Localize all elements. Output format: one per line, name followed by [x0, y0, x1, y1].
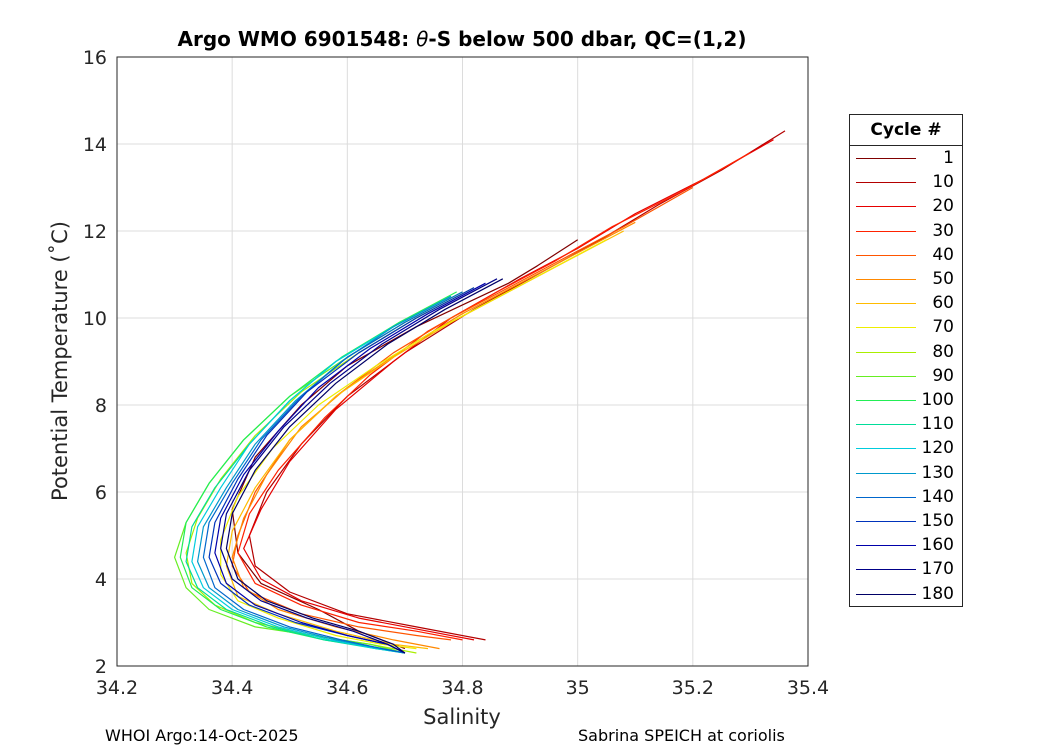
series-line-cycle-50 [231, 221, 636, 650]
legend-entry: 150 [850, 510, 962, 534]
legend-label: 60 [932, 293, 954, 314]
legend-swatch [856, 327, 916, 329]
chart-title: Argo WMO 6901548: θ-S below 500 dbar, QC… [178, 27, 747, 51]
legend-entry: 40 [850, 244, 962, 268]
legend-entry: 20 [850, 195, 962, 219]
legend-label: 120 [921, 438, 954, 459]
series-line-cycle-130 [197, 295, 452, 654]
legend-label: 50 [932, 269, 954, 289]
legend-label: 130 [921, 462, 954, 483]
legend-swatch [856, 158, 916, 159]
y-tick-label: 14 [83, 134, 107, 156]
legend-label: 40 [932, 244, 954, 265]
y-tick-label: 16 [83, 47, 107, 69]
legend-label: 1 [943, 148, 954, 168]
x-tick-label: 35 [566, 677, 590, 699]
series-line-cycle-170 [220, 278, 498, 654]
legend-entry: 70 [850, 316, 962, 340]
legend-entry: 30 [850, 220, 962, 244]
footer-credit: Sabrina SPEICH at coriolis [578, 726, 785, 745]
legend-swatch [856, 593, 916, 595]
series-line-cycle-120 [191, 295, 452, 654]
y-tick-label: 10 [83, 308, 107, 330]
y-tick-labels: 2 4 6 8 10 12 14 16 [83, 47, 107, 678]
series-line-cycle-110 [185, 295, 452, 654]
legend-swatch [856, 351, 916, 353]
legend-label: 20 [932, 196, 954, 217]
series-group [174, 130, 786, 654]
legend-entry: 50 [850, 268, 962, 292]
legend-entry: 130 [850, 462, 962, 486]
legend-swatch [856, 496, 916, 498]
x-tick-label: 34.8 [441, 677, 483, 699]
legend-label: 70 [932, 317, 954, 338]
x-tick-label: 35.2 [672, 677, 714, 699]
legend-swatch [856, 448, 916, 450]
series-line-cycle-70 [220, 239, 607, 650]
legend-entry: 120 [850, 437, 962, 461]
y-tick-label: 6 [95, 482, 107, 504]
legend-entry: 110 [850, 413, 962, 437]
legend-label: 30 [932, 220, 954, 241]
legend-entry: 60 [850, 292, 962, 316]
legend-label: 160 [921, 535, 954, 556]
legend-swatch [856, 569, 916, 571]
series-line-cycle-20 [243, 139, 774, 641]
series-line-cycle-160 [214, 282, 486, 654]
legend-swatch [856, 545, 916, 547]
x-tick-labels: 34.2 34.4 34.6 34.8 35 35.2 35.4 [96, 677, 829, 699]
legend-swatch [856, 375, 916, 377]
legend-entry: 1 [850, 147, 962, 171]
legend-label: 180 [921, 583, 954, 604]
legend-swatch [856, 400, 916, 401]
y-tick-label: 8 [95, 395, 107, 417]
legend-title: Cycle # [850, 115, 962, 146]
x-tick-label: 34.6 [326, 677, 368, 699]
legend-entry: 170 [850, 558, 962, 582]
legend-entry: 10 [850, 171, 962, 195]
y-tick-label: 2 [95, 656, 107, 678]
legend-entry: 160 [850, 534, 962, 558]
legend-entry: 90 [850, 365, 962, 389]
legend-entry: 100 [850, 389, 962, 413]
y-tick-label: 4 [95, 569, 107, 591]
x-axis-label: Salinity [423, 705, 501, 729]
legend-label: 150 [921, 511, 954, 531]
legend-label: 90 [932, 365, 954, 386]
x-tick-label: 34.2 [96, 677, 138, 699]
series-line-cycle-180 [225, 278, 504, 654]
legend-label: 110 [921, 414, 954, 435]
y-axis-label: Potential Temperature (˚C) [48, 221, 72, 501]
legend-entry: 80 [850, 341, 962, 365]
series-line-cycle-60 [225, 230, 624, 650]
legend-label: 80 [932, 341, 954, 362]
legend-entry: 180 [850, 583, 962, 607]
x-tick-label: 35.4 [787, 677, 829, 699]
legend-label: 140 [921, 486, 954, 507]
x-tick-label: 34.4 [211, 677, 253, 699]
footer-source: WHOI Argo:14-Oct-2025 [105, 726, 299, 745]
legend-swatch [856, 279, 916, 280]
series-line-cycle-140 [202, 291, 463, 654]
legend-swatch [856, 424, 916, 426]
legend: Cycle # 1 10 20 30 40 50 60 70 80 90 100 110 120 130 1… [849, 114, 963, 607]
legend-swatch [856, 206, 916, 208]
legend-label: 100 [921, 390, 954, 410]
legend-label: 10 [932, 172, 954, 193]
legend-swatch [856, 521, 916, 522]
y-tick-label: 12 [83, 221, 107, 243]
legend-swatch [856, 303, 916, 305]
series-line-cycle-30 [237, 152, 751, 641]
legend-entry: 140 [850, 486, 962, 510]
series-line-cycle-10 [248, 130, 786, 641]
plot-frame [116, 56, 809, 667]
legend-swatch [856, 472, 916, 474]
legend-swatch [856, 254, 916, 256]
legend-label: 170 [921, 559, 954, 580]
legend-swatch [856, 230, 916, 232]
legend-swatch [856, 182, 916, 184]
